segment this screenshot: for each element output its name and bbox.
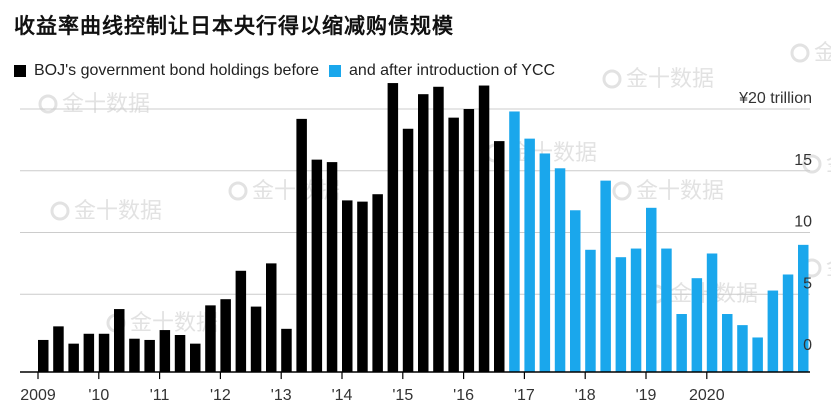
legend-swatch-after xyxy=(329,65,342,77)
bar xyxy=(737,325,748,373)
legend-label-after: and after introduction of YCC xyxy=(349,62,556,79)
svg-text:金十数据: 金十数据 xyxy=(130,311,218,336)
svg-text:金十数据: 金十数据 xyxy=(826,256,831,281)
svg-text:金十数据: 金十数据 xyxy=(62,92,150,117)
svg-text:金十数据: 金十数据 xyxy=(826,152,831,177)
x-tick-label: '16 xyxy=(453,387,474,404)
bar xyxy=(722,314,733,373)
x-tick-label: 2020 xyxy=(689,387,725,404)
x-tick-label: '14 xyxy=(332,387,353,404)
bar xyxy=(205,305,216,373)
bar xyxy=(554,168,566,373)
watermark: 金十数据 xyxy=(228,179,340,204)
bar xyxy=(83,333,95,373)
y-tick-label: ¥20 trillion xyxy=(738,90,812,107)
bar xyxy=(646,207,657,373)
svg-text:金十数据: 金十数据 xyxy=(626,67,714,92)
bar xyxy=(570,210,581,373)
x-tick-label: '12 xyxy=(210,387,231,404)
watermark: 金十数据 xyxy=(790,41,831,66)
x-axis xyxy=(20,371,810,380)
x-axis-labels: 2009 '10 '11 '12 '13 '14 '15 '16 '17 '18 '19 2020 xyxy=(20,387,724,404)
bar xyxy=(539,153,551,373)
x-tick-label: '11 xyxy=(150,387,170,404)
y-tick-label: 10 xyxy=(794,214,812,231)
x-tick-label: '17 xyxy=(514,387,535,404)
bar xyxy=(524,138,535,373)
bar xyxy=(691,278,703,373)
bar xyxy=(326,162,338,373)
bar xyxy=(38,339,49,373)
legend-swatch-before xyxy=(14,65,26,77)
chart-title: 收益率曲线控制让日本央行得以缩减购债规模 xyxy=(14,14,454,38)
bar xyxy=(68,343,79,373)
legend-label-before: BOJ's government bond holdings before xyxy=(34,62,320,79)
bar xyxy=(342,200,353,373)
bar xyxy=(159,330,171,373)
bar xyxy=(53,326,64,373)
svg-text:金十数据: 金十数据 xyxy=(509,141,597,166)
bar xyxy=(174,335,186,373)
bar xyxy=(585,249,596,373)
watermark: 金十数据 xyxy=(50,199,162,224)
legend-entry-before: BOJ's government bond holdings before xyxy=(14,62,319,80)
bar xyxy=(600,180,611,373)
x-tick-label: 2009 xyxy=(20,387,56,404)
y-tick-label: 15 xyxy=(794,152,812,169)
bar xyxy=(98,333,110,373)
bar xyxy=(129,338,140,373)
bar xyxy=(752,337,763,373)
bar xyxy=(114,309,125,373)
x-tick-label: '19 xyxy=(636,387,657,404)
bar xyxy=(220,299,231,373)
bar xyxy=(235,270,247,373)
bar xyxy=(144,339,155,373)
bar xyxy=(478,85,490,373)
x-tick-label: '13 xyxy=(271,387,292,404)
bar xyxy=(372,194,383,373)
bar xyxy=(433,86,444,373)
bar xyxy=(615,257,627,373)
svg-text:金十数据: 金十数据 xyxy=(636,179,724,204)
bar xyxy=(509,111,520,373)
watermark: 金十数据 xyxy=(602,67,714,92)
bar xyxy=(402,128,414,373)
svg-text:金十数据: 金十数据 xyxy=(252,179,340,204)
svg-text:金十数据: 金十数据 xyxy=(74,199,162,224)
bar xyxy=(296,118,307,373)
x-tick-label: '10 xyxy=(88,387,109,404)
x-tick-label: '15 xyxy=(392,387,413,404)
bar xyxy=(706,253,718,373)
bar xyxy=(190,343,201,373)
bar xyxy=(311,159,323,373)
grid-lines xyxy=(20,108,810,295)
bar xyxy=(767,290,779,373)
bar xyxy=(676,314,687,373)
bar xyxy=(266,263,277,373)
chart-legend: BOJ's government bond holdings before an… xyxy=(14,62,565,80)
y-tick-label: 5 xyxy=(803,275,812,292)
y-tick-label: 0 xyxy=(803,337,812,354)
bar xyxy=(782,274,794,373)
watermark: 金十数据 xyxy=(612,179,724,204)
bar xyxy=(463,109,475,373)
bar xyxy=(387,83,399,373)
bar xyxy=(494,141,505,373)
x-tick-label: '18 xyxy=(575,387,596,404)
bar xyxy=(357,201,368,373)
bar xyxy=(281,328,292,373)
legend-entry-after: and after introduction of YCC xyxy=(329,62,555,80)
bar xyxy=(448,117,459,373)
watermark: 金十数据 xyxy=(38,92,150,117)
y-axis-labels: 0 5 10 15 ¥20 trillion xyxy=(738,90,812,354)
bar xyxy=(418,94,429,373)
svg-text:金十数据: 金十数据 xyxy=(814,41,831,66)
bar xyxy=(661,248,672,373)
watermark: 金十数据 xyxy=(802,152,831,177)
bar xyxy=(250,306,262,373)
bar xyxy=(798,244,809,373)
bar xyxy=(630,248,642,373)
bars xyxy=(38,83,809,373)
